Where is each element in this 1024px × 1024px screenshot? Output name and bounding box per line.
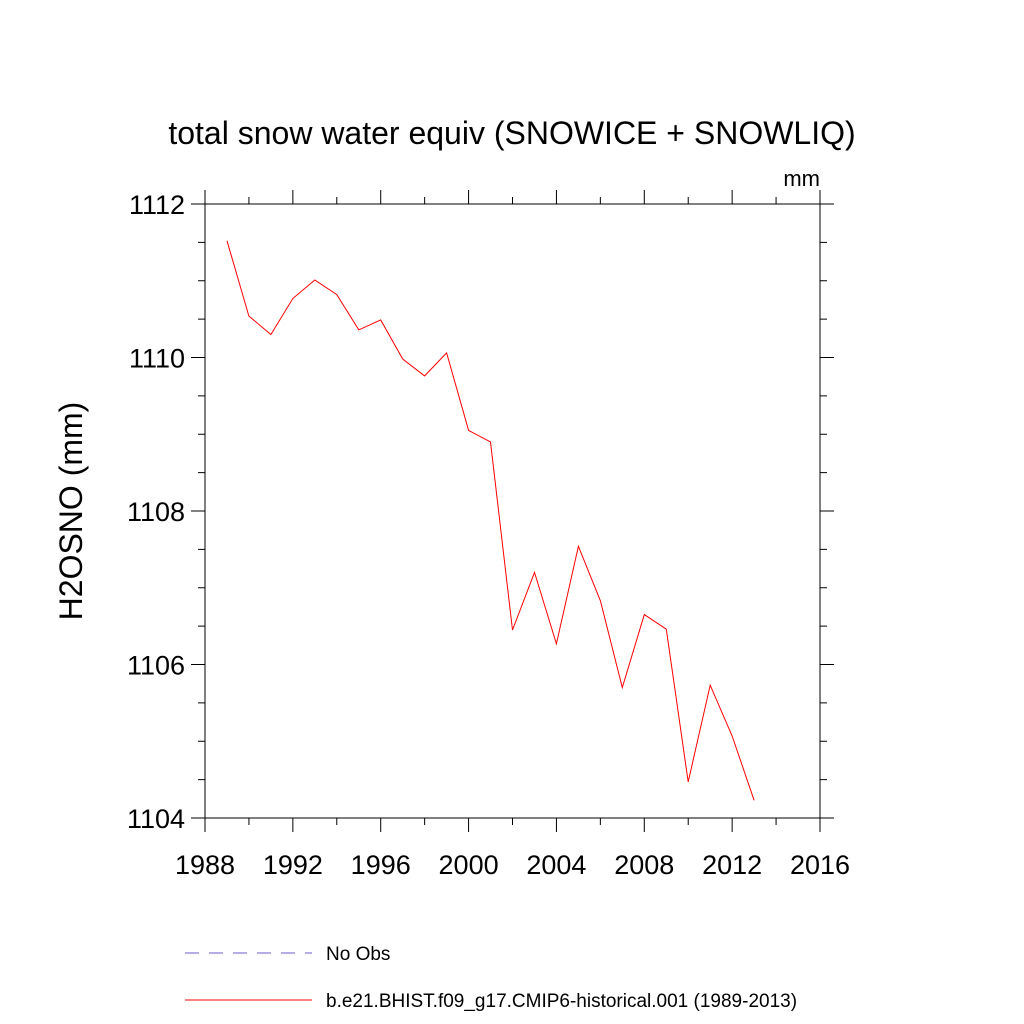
legend-label-1: b.e21.BHIST.f09_g17.CMIP6-historical.001… (326, 991, 797, 1012)
y-axis-label: H2OSNO (mm) (53, 402, 89, 621)
y-tick-labels: 1104 1106 1108 1110 1112 (127, 190, 185, 834)
x-tick-label: 2000 (439, 850, 499, 880)
units-label: mm (783, 166, 820, 191)
series-line-1 (226, 240, 755, 801)
y-tick-label: 1110 (129, 344, 185, 374)
x-tick-label: 2008 (614, 850, 674, 880)
series-lines (226, 240, 755, 801)
x-tick-label: 2004 (526, 850, 586, 880)
y-tick-label: 1112 (129, 190, 185, 220)
x-tick-label: 1988 (175, 850, 235, 880)
y-tick-label: 1106 (127, 651, 185, 681)
x-tick-label: 2012 (702, 850, 762, 880)
y-tick-label: 1104 (127, 804, 185, 834)
legend-label-0: No Obs (326, 944, 390, 965)
y-tick-label: 1108 (127, 497, 185, 527)
legend: No Obs b.e21.BHIST.f09_g17.CMIP6-historic… (185, 944, 797, 1012)
x-tick-label: 1992 (263, 850, 323, 880)
x-tick-label: 2016 (790, 850, 850, 880)
axis-ticks (191, 190, 834, 832)
chart-title: total snow water equiv (SNOWICE + SNOWLI… (168, 115, 855, 151)
x-tick-label: 1996 (351, 850, 411, 880)
x-tick-labels: 1988 1992 1996 2000 2004 2008 2012 2016 (175, 850, 850, 880)
